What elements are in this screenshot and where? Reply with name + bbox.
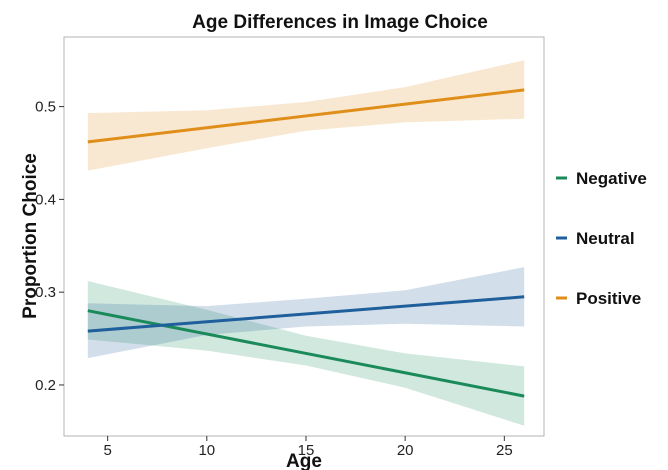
chart-title: Age Differences in Image Choice: [192, 12, 488, 33]
x-tick-label: 10: [198, 442, 215, 459]
x-tick-label: 20: [397, 442, 414, 459]
y-tick-label: 0.2: [35, 377, 56, 394]
x-axis-title: Age: [286, 451, 322, 470]
series-line-positive: [87, 88, 525, 144]
x-tick-label: 25: [496, 442, 513, 459]
y-tick-label: 0.5: [35, 99, 56, 116]
y-tick-label: 0.4: [35, 191, 56, 208]
legend-label-neutral: Neutral: [576, 229, 635, 248]
y-tick-label: 0.3: [35, 284, 56, 301]
legend: Negative Neutral Positive: [556, 169, 647, 308]
series-line-neutral: [87, 295, 525, 333]
y-axis: 0.2 0.3 0.4 0.5: [35, 99, 64, 394]
trend-lines: [87, 88, 525, 398]
y-axis-title: Proportion Choice: [20, 153, 41, 319]
x-tick-label: 5: [103, 442, 111, 459]
x-axis: 5 10 15 20 25: [103, 436, 513, 459]
legend-label-positive: Positive: [576, 289, 641, 308]
plot-panel-border: [63, 36, 545, 437]
x-tick-label: 15: [298, 442, 315, 459]
legend-label-negative: Negative: [576, 169, 647, 188]
